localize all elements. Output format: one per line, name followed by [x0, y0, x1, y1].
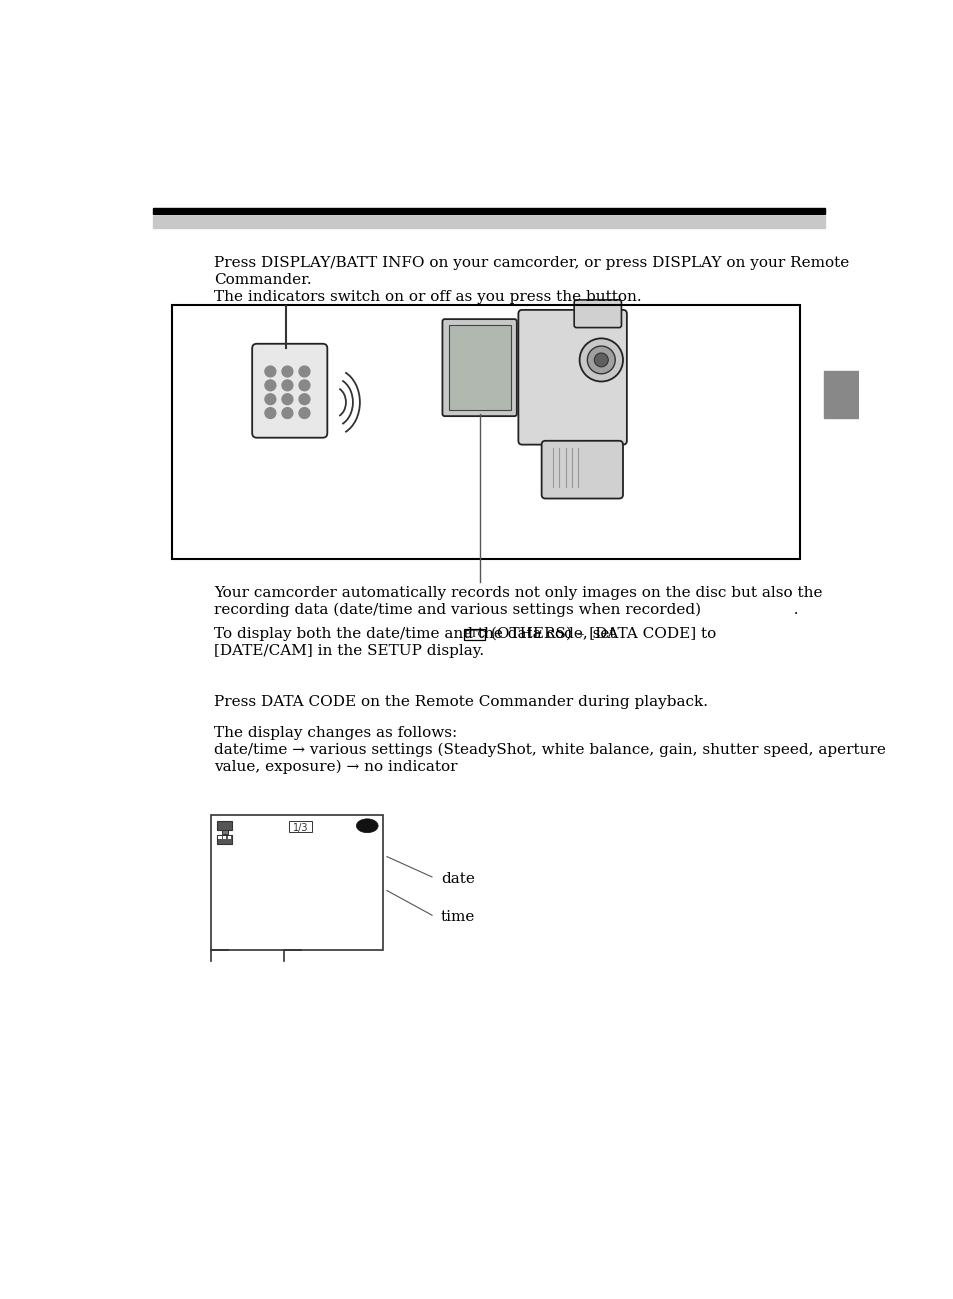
Circle shape: [587, 346, 615, 374]
Text: date: date: [440, 872, 475, 886]
Bar: [289, 821, 312, 831]
Text: (OTHERS) – [DATA CODE] to: (OTHERS) – [DATA CODE] to: [485, 627, 716, 642]
Circle shape: [298, 366, 310, 377]
Circle shape: [298, 394, 310, 404]
Circle shape: [265, 366, 275, 377]
Bar: [823, 372, 858, 418]
Circle shape: [282, 394, 293, 404]
Text: The indicators switch on or off as you press the button.: The indicators switch on or off as you p…: [213, 290, 640, 304]
Text: Press DISPLAY/BATT INFO on your camcorder, or press DISPLAY on your Remote: Press DISPLAY/BATT INFO on your camcorde…: [213, 256, 848, 270]
Circle shape: [298, 408, 310, 418]
Text: [DATE/CAM] in the SETUP display.: [DATE/CAM] in the SETUP display.: [213, 644, 483, 659]
Text: Press DATA CODE on the Remote Commander during playback.: Press DATA CODE on the Remote Commander …: [213, 695, 707, 709]
Bar: [216, 835, 233, 844]
Text: recording data (date/time and various settings when recorded)                   : recording data (date/time and various se…: [213, 603, 798, 617]
Circle shape: [298, 379, 310, 391]
Circle shape: [265, 394, 275, 404]
Text: The display changes as follows:: The display changes as follows:: [213, 726, 456, 739]
Bar: [153, 208, 823, 214]
Ellipse shape: [356, 818, 377, 833]
Text: time: time: [440, 911, 475, 925]
Text: Your camcorder automatically records not only images on the disc but also the: Your camcorder automatically records not…: [213, 586, 821, 600]
FancyBboxPatch shape: [517, 310, 626, 444]
Bar: [228, 835, 231, 839]
Text: ETC: ETC: [463, 630, 485, 639]
Text: 1/3: 1/3: [293, 822, 308, 833]
FancyBboxPatch shape: [442, 320, 517, 416]
FancyBboxPatch shape: [252, 344, 327, 438]
Bar: [153, 216, 823, 229]
Text: Commander.: Commander.: [213, 273, 311, 287]
Bar: [448, 325, 510, 410]
Bar: [172, 305, 799, 560]
Text: value, exposure) → no indicator: value, exposure) → no indicator: [213, 760, 456, 774]
Circle shape: [282, 408, 293, 418]
Circle shape: [265, 408, 275, 418]
Bar: [216, 821, 233, 830]
Circle shape: [265, 379, 275, 391]
Bar: [223, 835, 226, 839]
Circle shape: [282, 379, 293, 391]
FancyBboxPatch shape: [541, 440, 622, 499]
Circle shape: [579, 338, 622, 382]
Circle shape: [594, 353, 608, 366]
Bar: [218, 835, 221, 839]
Circle shape: [282, 366, 293, 377]
FancyBboxPatch shape: [574, 300, 620, 327]
Bar: [211, 814, 382, 950]
Text: To display both the date/time and the data code, set: To display both the date/time and the da…: [213, 627, 619, 642]
Text: date/time → various settings (SteadyShot, white balance, gain, shutter speed, ap: date/time → various settings (SteadyShot…: [213, 743, 884, 757]
Bar: [221, 830, 228, 834]
Bar: [464, 630, 484, 640]
